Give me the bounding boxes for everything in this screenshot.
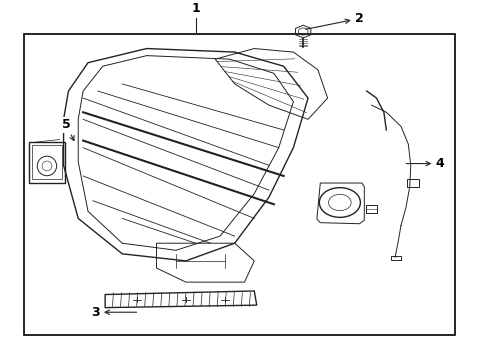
Bar — [32, 145, 61, 180]
Bar — [406, 179, 418, 186]
Bar — [365, 205, 376, 213]
Text: 1: 1 — [191, 2, 200, 15]
Text: 2: 2 — [305, 12, 363, 29]
Bar — [29, 142, 64, 183]
Text: 4: 4 — [406, 157, 444, 170]
Text: 3: 3 — [91, 306, 136, 319]
Bar — [24, 35, 454, 335]
Text: 5: 5 — [61, 118, 74, 140]
